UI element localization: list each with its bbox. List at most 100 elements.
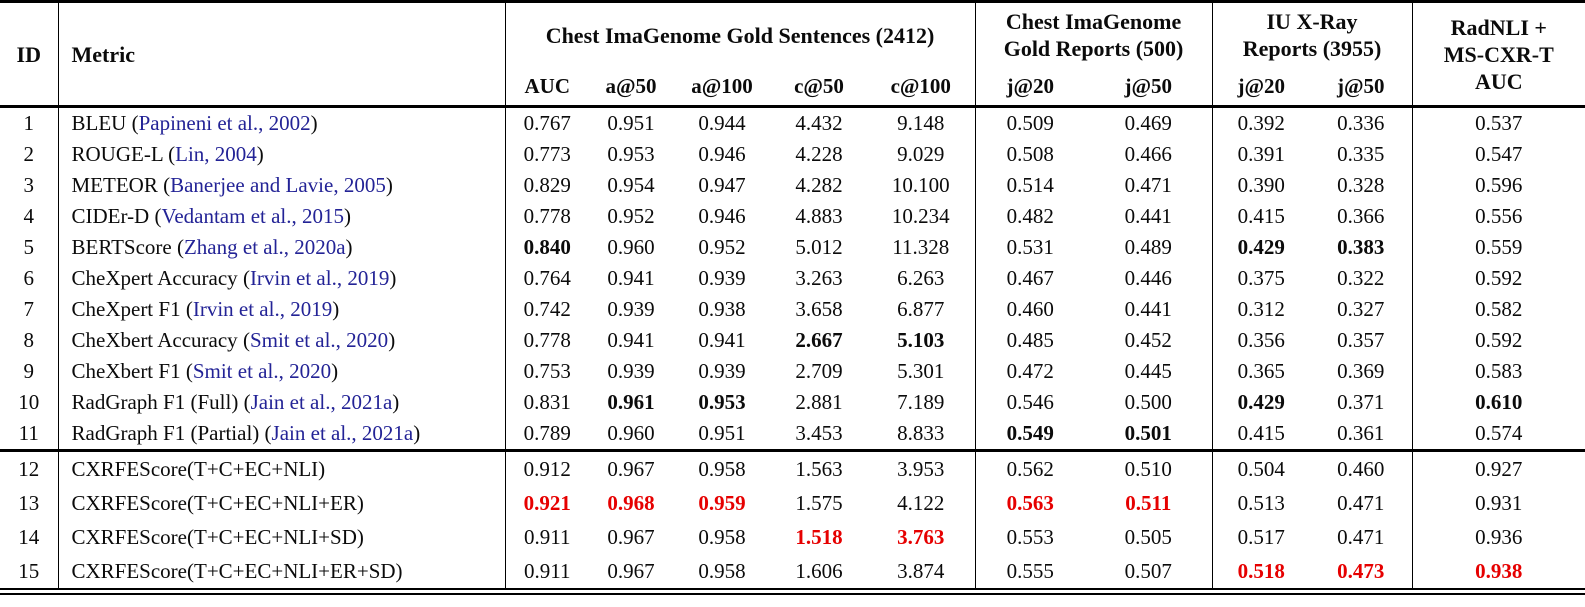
subcol-header-j50-reports: j@50 xyxy=(1085,67,1213,108)
value-cell: 10.100 xyxy=(867,170,976,201)
value-cell: 8.833 xyxy=(867,418,976,451)
subcol-header-j20-reports: j@20 xyxy=(975,67,1086,108)
metric-name: CIDEr-D xyxy=(71,204,150,228)
citation-link[interactable]: Jain et al., 2021a xyxy=(250,390,393,414)
value-cell: 0.953 xyxy=(607,142,655,166)
value-cell: 0.531 xyxy=(1006,235,1054,259)
value-cell: 10.234 xyxy=(867,201,976,232)
value-cell: 0.445 xyxy=(1085,356,1213,387)
metric-name: ROUGE-L xyxy=(71,142,163,166)
value-cell: 0.912 xyxy=(505,449,589,486)
value-cell: 0.742 xyxy=(523,297,571,321)
value-cell: 0.952 xyxy=(698,235,746,259)
value-cell: 0.840 xyxy=(523,235,571,259)
value-cell: 0.336 xyxy=(1310,106,1413,139)
metric-cell: CheXpert Accuracy (Irvin et al., 2019) xyxy=(58,263,506,294)
row-id: 1 xyxy=(0,106,59,139)
value-cell: 0.778 xyxy=(523,328,571,352)
metric-cell: CXRFEScore(T+C+EC+NLI+SD) xyxy=(58,520,506,554)
value-cell: 3.953 xyxy=(867,449,976,486)
metric-name: CXRFEScore(T+C+EC+NLI+ER) xyxy=(71,490,364,515)
value-cell: 3.763 xyxy=(867,520,976,554)
value-cell: 3.263 xyxy=(795,266,843,290)
value-cell: 4.122 xyxy=(867,486,976,520)
value-cell: 0.509 xyxy=(1006,111,1054,135)
citation-link[interactable]: Irvin et al., 2019 xyxy=(192,297,333,321)
value-cell: 0.951 xyxy=(607,111,655,135)
citation-link[interactable]: Irvin et al., 2019 xyxy=(249,266,390,290)
value-cell: 0.546 xyxy=(1006,390,1054,414)
value-cell: 0.504 xyxy=(1212,449,1311,486)
value-cell: 6.263 xyxy=(867,263,976,294)
value-cell: 0.946 xyxy=(698,142,746,166)
value-cell: 0.592 xyxy=(1475,328,1523,352)
table-row: 10 RadGraph F1 (Full) (Jain et al., 2021a… xyxy=(0,387,1585,418)
citation-link[interactable]: Vedantam et al., 2015 xyxy=(161,204,345,228)
group-title-line: Reports (3955) xyxy=(1242,36,1382,61)
value-cell: 0.460 xyxy=(1006,297,1054,321)
table-row: 15 CXRFEScore(T+C+EC+NLI+ER+SD) 0.911 0.967… xyxy=(0,554,1585,588)
value-cell: 0.446 xyxy=(1085,263,1213,294)
value-cell: 0.510 xyxy=(1085,449,1213,486)
value-cell: 0.582 xyxy=(1475,297,1523,321)
citation-link[interactable]: Banerjee and Lavie, 2005 xyxy=(170,173,386,197)
value-cell: 0.392 xyxy=(1237,111,1285,135)
row-id: 4 xyxy=(0,201,59,232)
value-cell: 0.559 xyxy=(1475,235,1523,259)
citation-link[interactable]: Jain et al., 2021a xyxy=(271,421,414,445)
group-header-iu-xray: IU X-Ray Reports (3955) xyxy=(1212,3,1413,67)
row-id: 3 xyxy=(0,170,59,201)
subcol-header-c50: c@50 xyxy=(771,67,867,108)
citation-link[interactable]: Papineni et al., 2002 xyxy=(138,111,311,135)
metric-name: RadGraph F1 (Full) xyxy=(71,390,239,414)
citation-link[interactable]: Smit et al., 2020 xyxy=(249,328,389,352)
metric-cell: RadGraph F1 (Full) (Jain et al., 2021a) xyxy=(58,387,506,418)
value-cell: 0.555 xyxy=(1006,558,1054,583)
value-cell: 5.103 xyxy=(867,325,976,356)
value-cell: 0.471 xyxy=(1310,520,1413,554)
metric-cell: ROUGE-L (Lin, 2004) xyxy=(58,139,506,170)
value-cell: 0.583 xyxy=(1475,359,1523,383)
row-id: 5 xyxy=(0,232,59,263)
value-cell: 0.322 xyxy=(1310,263,1413,294)
value-cell: 0.947 xyxy=(698,173,746,197)
metric-cell: CheXpert F1 (Irvin et al., 2019) xyxy=(58,294,506,325)
value-cell: 0.927 xyxy=(1412,449,1585,486)
group-title-line: AUC xyxy=(1474,68,1523,94)
table-row: 13 CXRFEScore(T+C+EC+NLI+ER) 0.921 0.968 0.9… xyxy=(0,486,1585,520)
table-row: 8 CheXbert Accuracy (Smit et al., 2020) 0.… xyxy=(0,325,1585,356)
value-cell: 6.877 xyxy=(867,294,976,325)
value-cell: 0.452 xyxy=(1085,325,1213,356)
value-cell: 0.767 xyxy=(523,111,571,135)
value-cell: 0.460 xyxy=(1310,449,1413,486)
value-cell: 0.391 xyxy=(1237,142,1285,166)
value-cell: 0.921 xyxy=(523,490,571,515)
citation-link[interactable]: Smit et al., 2020 xyxy=(192,359,332,383)
group-title-line: IU X-Ray xyxy=(1266,9,1358,34)
value-cell: 0.371 xyxy=(1310,387,1413,418)
value-cell: 0.911 xyxy=(524,558,571,583)
value-cell: 0.514 xyxy=(1006,173,1054,197)
value-cell: 0.415 xyxy=(1237,204,1285,228)
value-cell: 5.012 xyxy=(795,235,843,259)
row-id: 13 xyxy=(0,486,59,520)
citation-link[interactable]: Zhang et al., 2020a xyxy=(183,235,346,259)
value-cell: 0.563 xyxy=(1006,490,1054,515)
value-cell: 0.375 xyxy=(1237,266,1285,290)
table-body: 1 BLEU (Papineni et al., 2002) 0.767 0.951 0… xyxy=(0,106,1585,588)
table-row: 9 CheXbert F1 (Smit et al., 2020) 0.753 0.9… xyxy=(0,356,1585,387)
row-id: 10 xyxy=(0,387,59,418)
metric-name: METEOR xyxy=(71,173,158,197)
table-row: 7 CheXpert F1 (Irvin et al., 2019) 0.742 0.… xyxy=(0,294,1585,325)
row-id: 8 xyxy=(0,325,59,356)
value-cell: 0.472 xyxy=(1006,359,1054,383)
value-cell: 0.361 xyxy=(1310,418,1413,451)
subcol-header-c100: c@100 xyxy=(867,67,976,108)
value-cell: 2.881 xyxy=(795,390,843,414)
value-cell: 0.489 xyxy=(1085,232,1213,263)
col-header-id: ID xyxy=(0,3,59,108)
metric-cell: BLEU (Papineni et al., 2002) xyxy=(58,106,506,139)
citation-link[interactable]: Lin, 2004 xyxy=(175,142,257,166)
value-cell: 0.610 xyxy=(1475,390,1523,414)
value-cell: 0.328 xyxy=(1310,170,1413,201)
